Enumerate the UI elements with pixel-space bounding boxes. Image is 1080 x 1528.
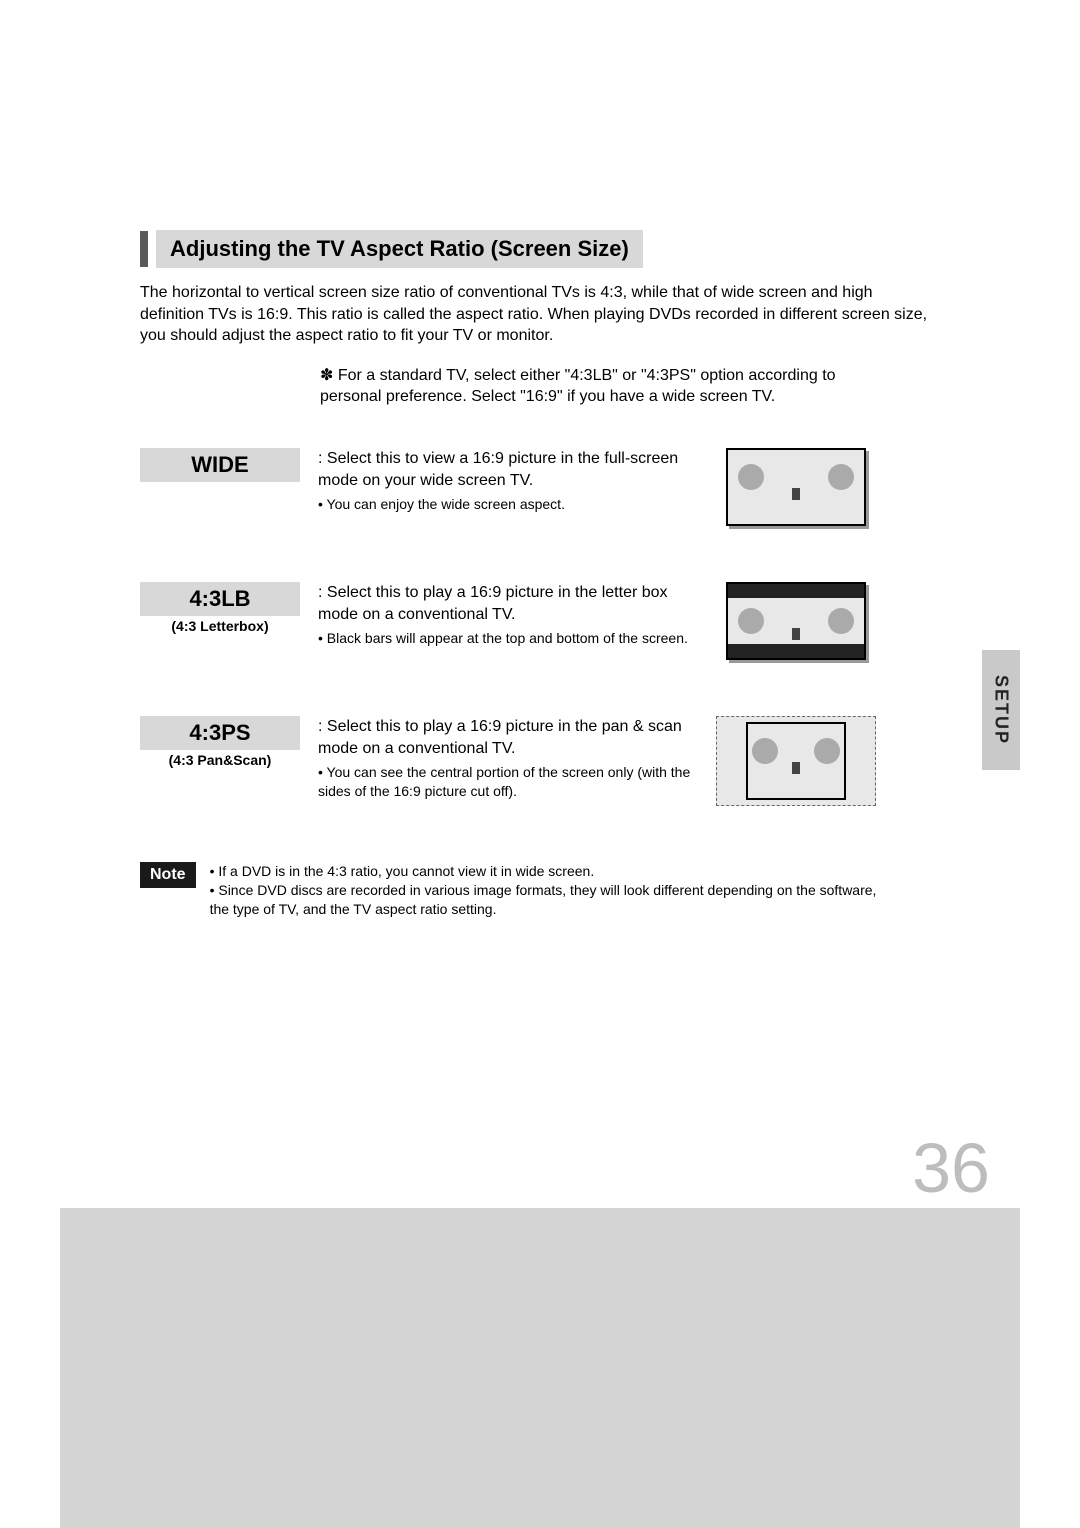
heading-accent	[140, 231, 148, 267]
option-bullet: You can see the central portion of the s…	[318, 763, 698, 801]
note-text: If a DVD is in the 4:3 ratio, you cannot…	[210, 862, 890, 919]
option-desc: Select this to play a 16:9 picture in th…	[318, 582, 698, 625]
option-sublabel: (4:3 Pan&Scan)	[140, 752, 300, 768]
screen-illustration-letterbox	[726, 582, 866, 660]
option-label: WIDE	[140, 448, 300, 482]
screen-illustration-wide	[726, 448, 866, 526]
note-line: If a DVD is in the 4:3 ratio, you cannot…	[210, 862, 890, 881]
option-sublabel: (4:3 Letterbox)	[140, 618, 300, 634]
manual-page: Adjusting the TV Aspect Ratio (Screen Si…	[60, 0, 1020, 1528]
option-desc: Select this to play a 16:9 picture in th…	[318, 716, 698, 759]
bottom-gray-slab	[60, 1208, 1020, 1528]
option-label: 4:3LB	[140, 582, 300, 616]
page-heading: Adjusting the TV Aspect Ratio (Screen Si…	[156, 230, 643, 268]
section-tab: SETUP	[982, 650, 1020, 770]
page-number: 36	[912, 1128, 990, 1208]
note-badge: Note	[140, 862, 196, 888]
option-label: 4:3PS	[140, 716, 300, 750]
option-desc: Select this to view a 16:9 picture in th…	[318, 448, 698, 491]
option-row-letterbox: 4:3LB (4:3 Letterbox) Select this to pla…	[140, 582, 1020, 660]
screen-illustration-panscan	[716, 716, 876, 806]
option-bullet: Black bars will appear at the top and bo…	[318, 629, 698, 648]
tip-paragraph: For a standard TV, select either "4:3LB"…	[320, 365, 880, 408]
heading-bar: Adjusting the TV Aspect Ratio (Screen Si…	[140, 230, 1020, 268]
option-bullet: You can enjoy the wide screen aspect.	[318, 495, 698, 514]
options-list: WIDE Select this to view a 16:9 picture …	[60, 448, 1020, 806]
option-row-wide: WIDE Select this to view a 16:9 picture …	[140, 448, 1020, 526]
intro-paragraph: The horizontal to vertical screen size r…	[140, 282, 940, 347]
option-row-panscan: 4:3PS (4:3 Pan&Scan) Select this to play…	[140, 716, 1020, 806]
note-block: Note If a DVD is in the 4:3 ratio, you c…	[140, 862, 1020, 919]
note-line: Since DVD discs are recorded in various …	[210, 881, 890, 919]
